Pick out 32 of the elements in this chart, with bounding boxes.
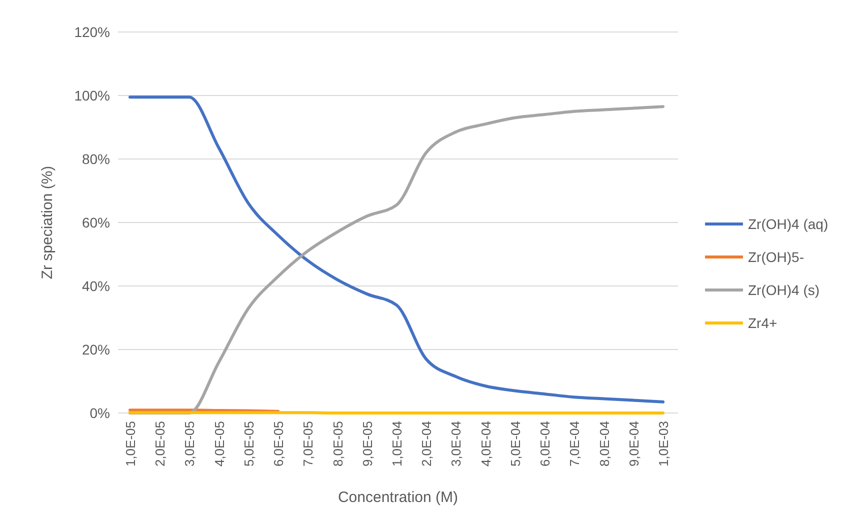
x-tick-label: 2,0E-05 [152,421,168,467]
x-tick-label: 9,0E-04 [626,421,642,467]
y-tick-label: 100% [74,87,110,104]
x-tick-label: 8,0E-05 [330,421,346,467]
x-tick-label: 5,0E-04 [508,421,523,467]
x-tick-label: 1,0E-05 [123,421,138,467]
y-tick-label: 80% [82,150,110,167]
x-tick-label: 7,0E-05 [300,421,316,467]
x-tick-label: 3,0E-05 [182,421,198,467]
y-tick-label: 120% [74,24,110,40]
x-tick-label: 7,0E-04 [567,421,582,467]
x-tick-label: 9,0E-05 [360,421,375,467]
x-tick-label: 6,0E-04 [538,421,553,467]
y-tick-label: 20% [82,341,110,358]
x-tick-label: 8,0E-04 [596,421,612,467]
y-tick-label: 0% [90,404,110,421]
x-tick-label: 6,0E-05 [271,421,286,467]
legend-label: Zr(OH)4 (aq) [748,216,828,232]
legend-label: Zr(OH)5- [748,248,804,265]
x-tick-label: 1,0E-03 [656,421,671,467]
x-tick-label: 5,0E-05 [241,421,256,467]
y-tick-label: 40% [82,278,110,294]
y-axis-title: Zr speciation (%) [39,166,56,280]
x-tick-label: 3,0E-04 [448,421,464,467]
legend-label: Zr(OH)4 (s) [748,282,820,298]
x-axis-title: Concentration (M) [338,489,458,506]
x-tick-label: 4,0E-04 [478,421,494,467]
x-tick-label: 2,0E-04 [419,421,434,467]
x-tick-label: 4,0E-05 [212,421,227,467]
x-tick-label: 1,0E-04 [390,421,404,467]
y-tick-label: 60% [82,214,110,230]
legend-label: Zr4+ [748,314,778,331]
